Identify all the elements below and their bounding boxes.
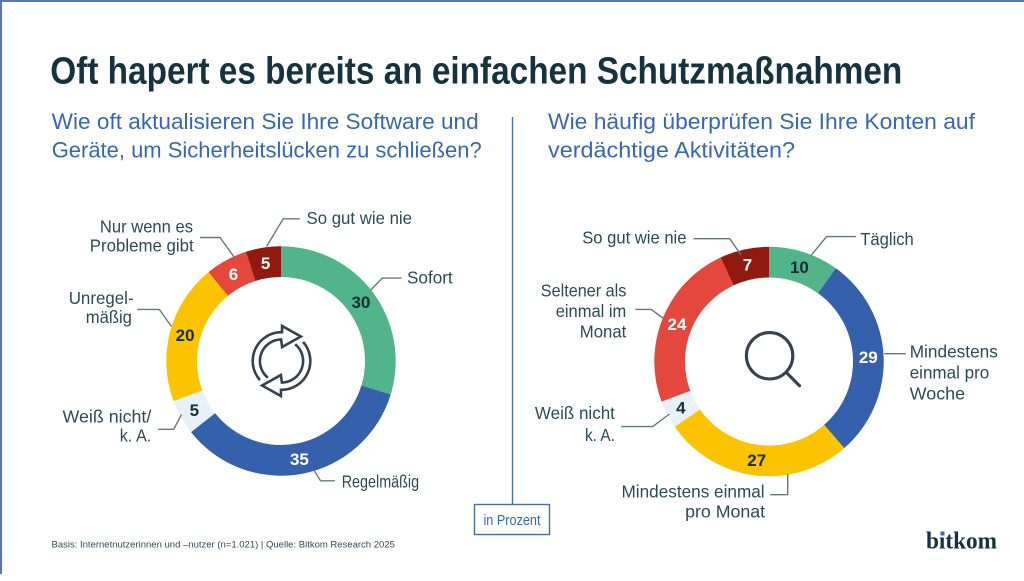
svg-text:30: 30 bbox=[351, 293, 370, 312]
svg-text:So gut wie nie: So gut wie nie bbox=[582, 228, 686, 248]
svg-text:k. A.: k. A. bbox=[120, 426, 152, 446]
svg-text:29: 29 bbox=[859, 348, 878, 367]
svg-text:mäßig: mäßig bbox=[86, 307, 132, 327]
svg-text:So gut wie nie: So gut wie nie bbox=[307, 208, 413, 228]
svg-text:7: 7 bbox=[743, 256, 752, 275]
svg-text:6: 6 bbox=[229, 265, 238, 284]
svg-text:einmal pro: einmal pro bbox=[910, 362, 990, 382]
svg-text:10: 10 bbox=[790, 258, 809, 277]
svg-text:verdächtige Aktivitäten?: verdächtige Aktivitäten? bbox=[548, 138, 795, 163]
svg-text:k. A.: k. A. bbox=[585, 425, 615, 445]
svg-text:Weiß nicht: Weiß nicht bbox=[535, 403, 615, 423]
svg-text:20: 20 bbox=[176, 326, 195, 345]
svg-text:5: 5 bbox=[261, 254, 270, 273]
svg-text:bıtkom: bıtkom bbox=[926, 529, 997, 555]
svg-text:Probleme gibt: Probleme gibt bbox=[90, 236, 194, 256]
svg-text:Mindestens: Mindestens bbox=[910, 341, 998, 361]
svg-text:24: 24 bbox=[668, 315, 687, 334]
svg-text:Seltener als: Seltener als bbox=[541, 281, 627, 301]
svg-text:Unregel-: Unregel- bbox=[69, 288, 134, 308]
svg-text:5: 5 bbox=[190, 401, 199, 420]
svg-text:Mindestens einmal: Mindestens einmal bbox=[622, 482, 765, 502]
svg-text:Oft hapert es bereits an einfa: Oft hapert es bereits an einfachen Schut… bbox=[50, 51, 902, 93]
svg-text:4: 4 bbox=[676, 399, 686, 418]
svg-text:einmal im: einmal im bbox=[556, 301, 627, 321]
svg-text:Monat: Monat bbox=[580, 322, 627, 342]
svg-text:Wie oft aktualisieren Sie Ihre: Wie oft aktualisieren Sie Ihre Software … bbox=[52, 109, 479, 134]
svg-text:Nur wenn es: Nur wenn es bbox=[100, 217, 193, 237]
svg-text:27: 27 bbox=[747, 451, 766, 470]
svg-text:in Prozent: in Prozent bbox=[484, 512, 542, 529]
svg-text:Basis: Internetnutzerinnen und: Basis: Internetnutzerinnen und –nutzer (… bbox=[52, 540, 395, 551]
svg-text:Wie häufig überprüfen Sie Ihre: Wie häufig überprüfen Sie Ihre Konten au… bbox=[548, 109, 976, 134]
svg-text:Täglich: Täglich bbox=[860, 229, 914, 249]
svg-text:Woche: Woche bbox=[910, 384, 965, 404]
svg-text:Weiß nicht/: Weiß nicht/ bbox=[63, 407, 152, 427]
svg-text:35: 35 bbox=[290, 450, 309, 469]
svg-text:pro Monat: pro Monat bbox=[685, 502, 765, 522]
svg-text:Regelmäßig: Regelmäßig bbox=[342, 472, 419, 492]
svg-text:Sofort: Sofort bbox=[407, 268, 453, 288]
svg-text:Geräte, um Sicherheitslücken z: Geräte, um Sicherheitslücken zu schließe… bbox=[52, 138, 482, 163]
